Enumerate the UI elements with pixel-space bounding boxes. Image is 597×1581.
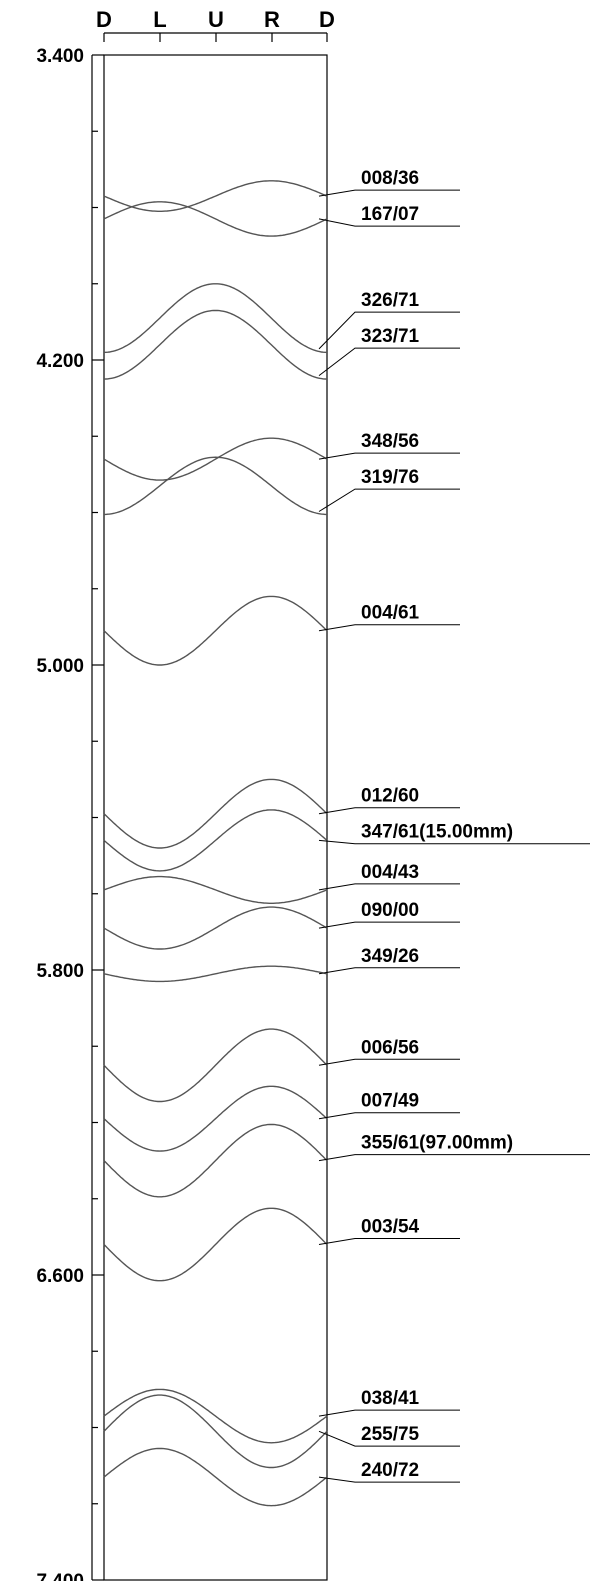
structure-trace: [103, 201, 328, 237]
structure-trace: [104, 456, 327, 516]
structure-trace: [103, 595, 328, 666]
structure-trace: [103, 1028, 328, 1103]
depth-label: 3.400: [36, 46, 84, 67]
label-leader: [318, 1154, 590, 1162]
structure-label: 355/61(97.00mm): [361, 1133, 513, 1154]
structure-trace: [103, 1085, 328, 1152]
structure-trace: [103, 1447, 328, 1507]
label-leader: [318, 883, 460, 891]
label-leader: [318, 488, 460, 512]
structure-labels: 008/36 167/07 326/71 323/71 348/56 319/76 004/…: [318, 168, 590, 1483]
structure-label: 323/71: [361, 326, 420, 347]
label-leader: [318, 967, 460, 975]
structure-label: 038/41: [361, 1388, 420, 1409]
label-leader: [318, 1476, 460, 1483]
structure-trace: [103, 875, 328, 904]
structure-label: 012/60: [361, 786, 419, 807]
structure-trace: [103, 809, 328, 872]
structure-label: 319/76: [361, 467, 419, 488]
structure-trace: [103, 1123, 328, 1198]
structure-label: 090/00: [361, 900, 419, 921]
label-leader: [318, 624, 460, 632]
label-leader: [318, 1112, 460, 1120]
structure-label: 167/07: [361, 204, 419, 225]
structure-label: 006/56: [361, 1037, 419, 1058]
structure-label: 347/61(15.00mm): [361, 822, 513, 843]
structure-trace: [103, 1388, 328, 1444]
structure-label: 007/49: [361, 1091, 419, 1112]
label-leader: [318, 347, 460, 376]
structure-trace: [103, 778, 328, 849]
label-leader: [318, 1238, 460, 1245]
label-leader: [318, 311, 460, 350]
structure-label: 240/72: [361, 1460, 419, 1481]
direction-label-l: L: [153, 7, 166, 32]
structure-trace: [103, 309, 328, 380]
structure-label: 004/43: [361, 862, 419, 883]
depth-label: 5.800: [36, 961, 84, 982]
direction-label-d: D: [96, 7, 112, 32]
structure-label: 349/26: [361, 946, 419, 967]
depth-label: 6.600: [36, 1266, 84, 1287]
depth-axis: 3.400 4.200 5.000 5.800 6.600 7.400: [36, 46, 104, 1581]
label-leader: [318, 1430, 460, 1447]
structure-label: 004/61: [361, 603, 420, 624]
label-leader: [318, 218, 460, 227]
structure-trace: [103, 1394, 328, 1469]
label-leader: [318, 1058, 460, 1066]
depth-label: 5.000: [36, 656, 84, 677]
structure-label: 348/56: [361, 431, 419, 452]
structure-label: 326/71: [361, 290, 420, 311]
structure-traces: [103, 180, 328, 1507]
label-leader: [318, 839, 590, 845]
label-leader: [318, 1409, 460, 1417]
structure-trace: [103, 1207, 328, 1282]
depth-label: 4.200: [36, 351, 84, 372]
structure-trace: [103, 965, 328, 983]
label-leader: [318, 807, 460, 815]
depth-label: 7.400: [36, 1571, 84, 1581]
log-track-frame: [103, 54, 328, 1581]
structure-trace: [103, 283, 328, 354]
structure-trace: [103, 906, 328, 950]
structure-label: 003/54: [361, 1217, 420, 1238]
direction-label-u: U: [208, 7, 224, 32]
structure-trace: [103, 437, 328, 481]
label-leader: [318, 189, 460, 197]
label-leader: [318, 921, 460, 929]
direction-label-d: D: [319, 7, 335, 32]
direction-label-r: R: [264, 7, 280, 32]
structure-label: 255/75: [361, 1424, 420, 1445]
structure-label: 008/36: [361, 168, 419, 189]
label-leader: [318, 452, 460, 460]
structure-trace: [103, 180, 328, 212]
